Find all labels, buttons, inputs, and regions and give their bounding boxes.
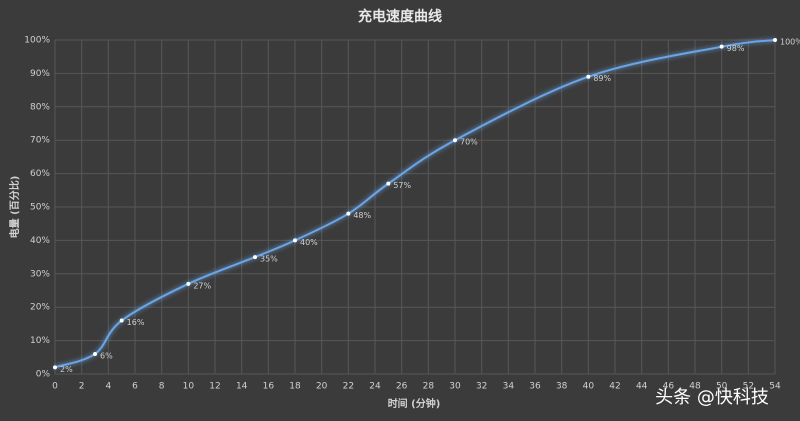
y-tick-label: 10% — [30, 336, 50, 346]
x-tick-label: 4 — [105, 382, 111, 392]
data-label: 89% — [593, 74, 611, 83]
x-tick-label: 26 — [396, 382, 408, 392]
x-tick-label: 14 — [236, 382, 248, 392]
point — [386, 181, 391, 186]
x-tick-label: 20 — [316, 382, 328, 392]
y-tick-label: 100% — [24, 36, 50, 46]
data-label: 100% — [780, 38, 800, 47]
point — [719, 44, 724, 49]
x-tick-label: 6 — [132, 382, 138, 392]
data-label: 40% — [300, 238, 318, 247]
x-tick-label: 34 — [503, 382, 515, 392]
data-label: 57% — [393, 181, 411, 190]
point — [53, 365, 57, 370]
y-tick-label: 40% — [30, 236, 50, 246]
x-tick-label: 40 — [583, 382, 595, 392]
point — [186, 281, 191, 286]
y-tick-label: 80% — [30, 102, 50, 112]
x-tick-label: 12 — [209, 382, 220, 392]
y-tick-label: 70% — [30, 136, 50, 146]
x-tick-label: 44 — [636, 382, 648, 392]
x-tick-label: 18 — [289, 382, 301, 392]
x-tick-label: 0 — [52, 382, 58, 392]
x-tick-label: 2 — [79, 382, 85, 392]
y-tick-label: 50% — [30, 203, 50, 213]
point — [453, 138, 457, 143]
x-tick-label: 38 — [556, 382, 568, 392]
data-label: 48% — [353, 211, 371, 220]
data-label: 35% — [260, 255, 278, 264]
x-tick-label: 36 — [529, 382, 541, 392]
x-tick-label: 16 — [263, 382, 275, 392]
point — [93, 351, 97, 356]
x-tick-label: 22 — [343, 382, 354, 392]
data-label: 6% — [100, 351, 113, 360]
x-tick-label: 54 — [769, 382, 781, 392]
x-tick-label: 50 — [716, 382, 728, 392]
point — [773, 38, 777, 42]
point — [293, 238, 297, 243]
x-tick-label: 24 — [369, 382, 381, 392]
x-tick-label: 52 — [743, 382, 754, 392]
x-tick-label: 42 — [609, 382, 620, 392]
point — [253, 255, 257, 260]
x-tick-label: 32 — [476, 382, 487, 392]
x-tick-label: 30 — [449, 382, 461, 392]
y-axis-title: 电量 (百分比) — [8, 176, 21, 239]
y-tick-label: 60% — [30, 169, 50, 179]
watermark: 头条 @快科技 — [655, 387, 769, 408]
x-tick-label: 48 — [689, 382, 701, 392]
data-label: 70% — [460, 138, 478, 147]
data-label: 98% — [727, 44, 745, 53]
x-axis-title: 时间 (分钟) — [388, 397, 441, 410]
point — [346, 211, 351, 216]
point — [119, 318, 124, 323]
data-label: 2% — [60, 365, 73, 374]
x-tick-label: 46 — [663, 382, 675, 392]
x-tick-label: 8 — [159, 382, 165, 392]
y-tick-label: 90% — [30, 69, 50, 79]
chart-title: 充电速度曲线 — [358, 8, 442, 25]
x-tick-label: 10 — [183, 382, 195, 392]
data-label: 16% — [127, 318, 145, 327]
y-tick-label: 0% — [36, 370, 51, 380]
y-tick-label: 20% — [30, 303, 50, 313]
data-label: 27% — [193, 281, 211, 290]
x-tick-label: 28 — [423, 382, 435, 392]
y-tick-label: 30% — [30, 269, 50, 279]
point — [586, 74, 591, 79]
